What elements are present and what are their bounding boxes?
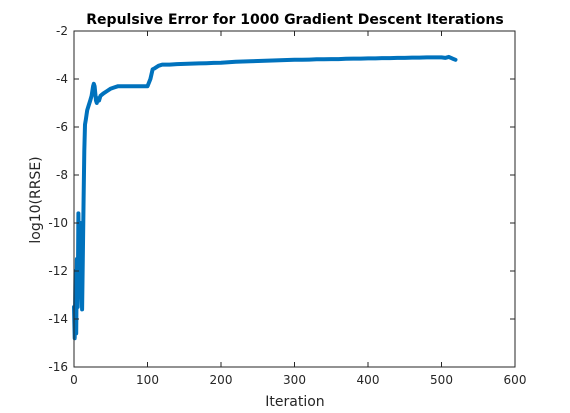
x-axis-label: Iteration — [265, 394, 324, 410]
x-tick-label: 100 — [136, 373, 159, 387]
y-tick-label: -12 — [48, 264, 68, 278]
y-tick-label: -4 — [56, 72, 68, 86]
x-tick-label: 500 — [430, 373, 453, 387]
y-tick-label: -16 — [48, 360, 68, 374]
y-tick-label: -2 — [56, 24, 68, 38]
y-tick-label: -6 — [56, 120, 68, 134]
x-tick-label: 600 — [504, 373, 527, 387]
plot-box — [73, 30, 516, 368]
y-tick-label: -8 — [56, 168, 68, 182]
x-tick-label: 300 — [283, 373, 306, 387]
series-line — [72, 54, 458, 341]
y-axis-label: log10(RRSE) — [28, 156, 44, 243]
axis-ticks: 0 100 200 300 400 500 600 -16 -14 -12 -10 -8 -6 -4 -2 — [48, 24, 526, 387]
x-tick-label: 0 — [70, 373, 78, 387]
chart-title: Repulsive Error for 1000 Gradient Descen… — [86, 12, 503, 28]
x-tick-label: 200 — [210, 373, 233, 387]
plot-area — [72, 54, 458, 341]
y-tick-label: -10 — [48, 216, 68, 230]
x-tick-label: 400 — [357, 373, 380, 387]
y-tick-label: -14 — [48, 312, 68, 326]
